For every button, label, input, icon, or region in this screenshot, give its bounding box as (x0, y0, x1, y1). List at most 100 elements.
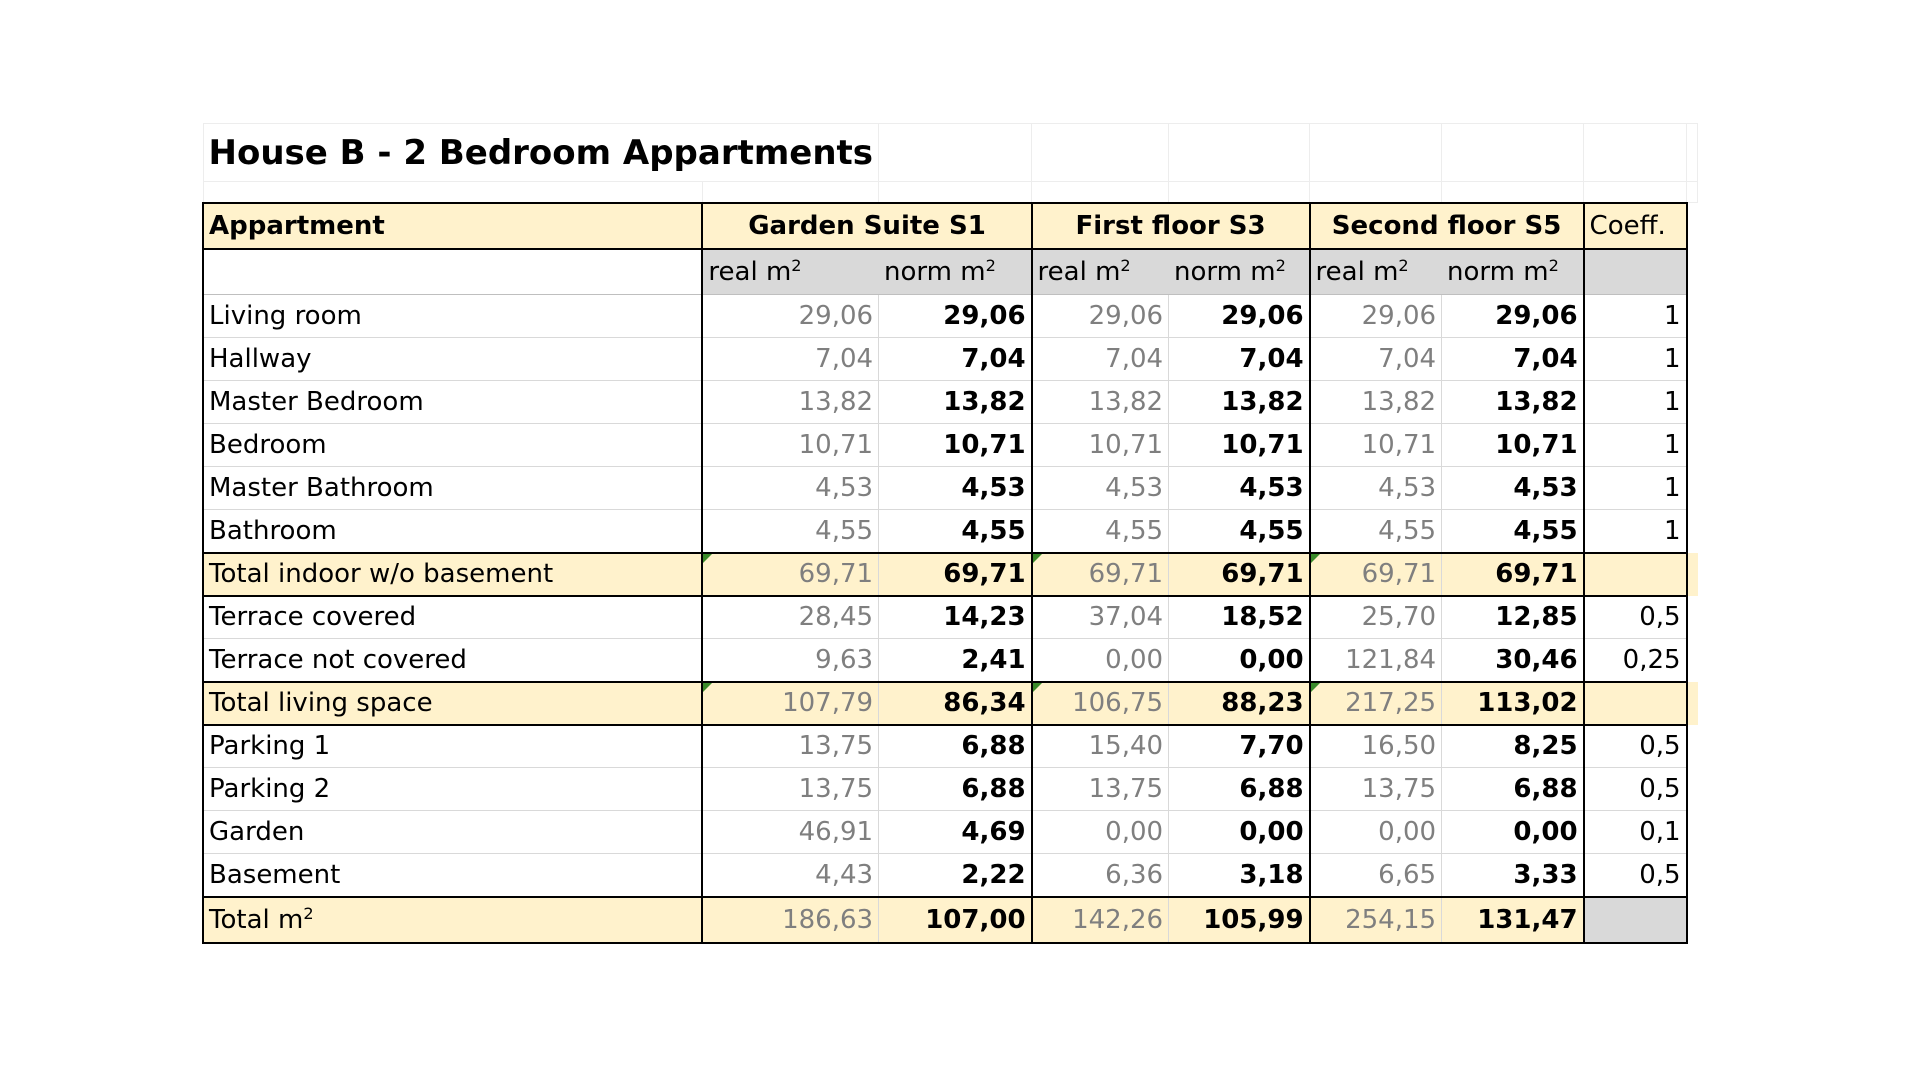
norm-m2-cell[interactable]: 3,18 (1168, 853, 1311, 897)
row-label[interactable]: Terrace covered (201, 595, 704, 639)
real-m2-cell[interactable]: 13,75 (701, 767, 880, 811)
group-header-first-floor-s3[interactable]: First floor S3 (1031, 201, 1311, 250)
row-label[interactable]: Master Bathroom (201, 466, 704, 510)
real-m2-cell[interactable]: 25,70 (1309, 595, 1443, 639)
real-m2-cell[interactable]: 7,04 (1309, 337, 1443, 381)
norm-m2-cell[interactable]: 69,71 (878, 551, 1033, 597)
norm-m2-cell[interactable]: 10,71 (1168, 423, 1311, 467)
real-m2-cell[interactable]: 9,63 (701, 638, 880, 682)
norm-m2-cell[interactable]: 4,55 (1441, 509, 1585, 553)
norm-m2-cell[interactable]: 0,00 (1168, 810, 1311, 854)
row-label[interactable]: Living room (201, 294, 704, 338)
total-norm-s5[interactable]: 131,47 (1441, 895, 1585, 944)
real-m2-cell[interactable]: 10,71 (701, 423, 880, 467)
norm-m2-cell[interactable]: 0,00 (1168, 638, 1311, 682)
norm-m2-cell[interactable]: 7,70 (1168, 724, 1311, 768)
real-m2-cell[interactable]: 4,53 (701, 466, 880, 510)
coeff-cell[interactable]: 0,5 (1583, 595, 1688, 639)
norm-m2-cell[interactable]: 4,53 (1168, 466, 1311, 510)
real-m2-cell[interactable]: 4,53 (1031, 466, 1170, 510)
row-label[interactable]: Total indoor w/o basement (201, 551, 704, 597)
coeff-cell[interactable]: 1 (1583, 380, 1688, 424)
real-m2-cell[interactable]: 13,75 (1031, 767, 1170, 811)
norm-m2-cell[interactable]: 13,82 (1441, 380, 1585, 424)
total-norm-s3[interactable]: 105,99 (1168, 895, 1311, 944)
subheader-blank[interactable] (201, 248, 704, 295)
norm-m2-cell[interactable]: 10,71 (878, 423, 1033, 467)
norm-m2-cell[interactable]: 13,82 (878, 380, 1033, 424)
coeff-cell[interactable]: 1 (1583, 337, 1688, 381)
coeff-header[interactable]: Coeff. (1583, 201, 1688, 250)
sheet-title[interactable]: House B - 2 Bedroom Appartments (202, 123, 880, 182)
real-m2-cell[interactable]: 69,71 (701, 551, 880, 597)
real-m2-cell[interactable]: 29,06 (701, 294, 880, 338)
norm-m2-cell[interactable]: 2,22 (878, 853, 1033, 897)
row-label[interactable]: Parking 1 (201, 724, 704, 768)
subheader-coeff[interactable] (1583, 248, 1688, 295)
real-m2-cell[interactable]: 69,71 (1031, 551, 1170, 597)
real-m2-cell[interactable]: 4,53 (1309, 466, 1443, 510)
coeff-cell[interactable] (1583, 680, 1688, 726)
norm-m2-cell[interactable]: 10,71 (1441, 423, 1585, 467)
real-m2-cell[interactable]: 13,82 (1309, 380, 1443, 424)
group-header-second-floor-s5[interactable]: Second floor S5 (1309, 201, 1585, 250)
norm-m2-cell[interactable]: 113,02 (1441, 680, 1585, 726)
subheader-norm-s3[interactable]: norm m2 (1168, 248, 1311, 295)
real-m2-cell[interactable]: 29,06 (1309, 294, 1443, 338)
row-label[interactable]: Bathroom (201, 509, 704, 553)
coeff-cell[interactable]: 0,1 (1583, 810, 1688, 854)
total-real-s3[interactable]: 142,26 (1031, 895, 1170, 944)
real-m2-cell[interactable]: 13,75 (701, 724, 880, 768)
real-m2-cell[interactable]: 4,43 (701, 853, 880, 897)
real-m2-cell[interactable]: 13,82 (1031, 380, 1170, 424)
norm-m2-cell[interactable]: 7,04 (1441, 337, 1585, 381)
coeff-cell[interactable]: 1 (1583, 509, 1688, 553)
coeff-cell[interactable]: 1 (1583, 423, 1688, 467)
real-m2-cell[interactable]: 217,25 (1309, 680, 1443, 726)
norm-m2-cell[interactable]: 6,88 (1441, 767, 1585, 811)
subheader-real-s3[interactable]: real m2 (1031, 248, 1170, 295)
norm-m2-cell[interactable]: 29,06 (1441, 294, 1585, 338)
subheader-norm-s1[interactable]: norm m2 (878, 248, 1033, 295)
norm-m2-cell[interactable]: 3,33 (1441, 853, 1585, 897)
coeff-cell[interactable]: 0,25 (1583, 638, 1688, 682)
real-m2-cell[interactable]: 29,06 (1031, 294, 1170, 338)
subheader-real-s1[interactable]: real m2 (701, 248, 880, 295)
real-m2-cell[interactable]: 16,50 (1309, 724, 1443, 768)
row-label[interactable]: Master Bedroom (201, 380, 704, 424)
coeff-cell[interactable]: 0,5 (1583, 724, 1688, 768)
real-m2-cell[interactable]: 37,04 (1031, 595, 1170, 639)
real-m2-cell[interactable]: 6,65 (1309, 853, 1443, 897)
norm-m2-cell[interactable]: 6,88 (878, 767, 1033, 811)
coeff-cell[interactable]: 0,5 (1583, 853, 1688, 897)
real-m2-cell[interactable]: 121,84 (1309, 638, 1443, 682)
norm-m2-cell[interactable]: 88,23 (1168, 680, 1311, 726)
total-norm-s1[interactable]: 107,00 (878, 895, 1033, 944)
real-m2-cell[interactable]: 10,71 (1309, 423, 1443, 467)
norm-m2-cell[interactable]: 30,46 (1441, 638, 1585, 682)
row-label[interactable]: Garden (201, 810, 704, 854)
norm-m2-cell[interactable]: 14,23 (878, 595, 1033, 639)
real-m2-cell[interactable]: 15,40 (1031, 724, 1170, 768)
real-m2-cell[interactable]: 4,55 (701, 509, 880, 553)
norm-m2-cell[interactable]: 6,88 (1168, 767, 1311, 811)
norm-m2-cell[interactable]: 4,55 (1168, 509, 1311, 553)
norm-m2-cell[interactable]: 29,06 (1168, 294, 1311, 338)
real-m2-cell[interactable]: 106,75 (1031, 680, 1170, 726)
group-header-garden-suite-s1[interactable]: Garden Suite S1 (701, 201, 1033, 250)
real-m2-cell[interactable]: 69,71 (1309, 551, 1443, 597)
norm-m2-cell[interactable]: 6,88 (878, 724, 1033, 768)
row-label[interactable]: Parking 2 (201, 767, 704, 811)
real-m2-cell[interactable]: 107,79 (701, 680, 880, 726)
total-real-s1[interactable]: 186,63 (701, 895, 880, 944)
total-real-s5[interactable]: 254,15 (1309, 895, 1443, 944)
norm-m2-cell[interactable]: 0,00 (1441, 810, 1585, 854)
real-m2-cell[interactable]: 0,00 (1031, 810, 1170, 854)
real-m2-cell[interactable]: 28,45 (701, 595, 880, 639)
subheader-norm-s5[interactable]: norm m2 (1441, 248, 1585, 295)
real-m2-cell[interactable]: 13,75 (1309, 767, 1443, 811)
row-label[interactable]: Terrace not covered (201, 638, 704, 682)
real-m2-cell[interactable]: 6,36 (1031, 853, 1170, 897)
norm-m2-cell[interactable]: 18,52 (1168, 595, 1311, 639)
norm-m2-cell[interactable]: 13,82 (1168, 380, 1311, 424)
